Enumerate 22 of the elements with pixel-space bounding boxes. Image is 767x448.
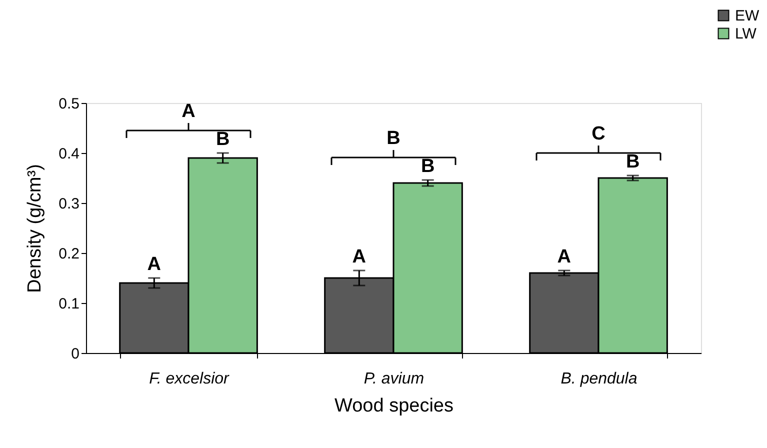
y-tick-label: 0.3: [58, 196, 80, 212]
annotation: C: [592, 124, 606, 144]
y-axis-title: Density (g/cm³): [24, 164, 46, 293]
data-label: A: [557, 246, 572, 268]
x-tick-label: B. pendula: [560, 370, 638, 388]
annotation: B: [386, 128, 400, 149]
x-axis-title: Wood species: [334, 396, 454, 416]
legend-label: EW: [735, 8, 760, 24]
data-label: A: [352, 246, 366, 268]
annotation: A: [182, 101, 196, 122]
x-tick-label: F. excelsior: [149, 370, 230, 388]
data-label: B: [420, 156, 435, 177]
y-tick-label: 0.1: [58, 296, 80, 312]
legend-label: LW: [735, 26, 758, 42]
data-label: A: [147, 254, 162, 275]
y-tick-label: 0.4: [58, 146, 80, 162]
data-label: B: [216, 129, 230, 150]
y-tick-label: 0.5: [58, 96, 80, 112]
y-tick-label: 0.2: [58, 246, 80, 262]
x-tick-label: P. avium: [364, 370, 424, 388]
y-tick-label: 0: [71, 346, 80, 362]
data-label: B: [626, 152, 640, 172]
